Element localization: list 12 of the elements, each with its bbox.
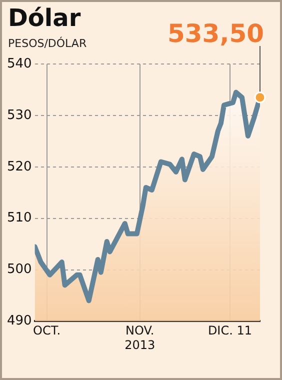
x-tick-label: NOV. 2013	[124, 324, 156, 352]
x-tick-label: DIC. 11	[208, 324, 252, 338]
x-tick-label: OCT.	[33, 324, 61, 338]
y-tick-label: 520	[6, 159, 32, 174]
chart-title: Dólar	[8, 4, 81, 32]
y-axis-title: PESOS/DÓLAR	[8, 37, 87, 50]
y-tick-label: 530	[6, 108, 32, 123]
y-tick-label: 490	[6, 314, 32, 329]
annotation: 533,50	[168, 19, 264, 48]
y-tick-label: 510	[6, 210, 32, 226]
y-tick-label: 540	[6, 56, 32, 72]
y-tick-label: 500	[6, 262, 32, 278]
